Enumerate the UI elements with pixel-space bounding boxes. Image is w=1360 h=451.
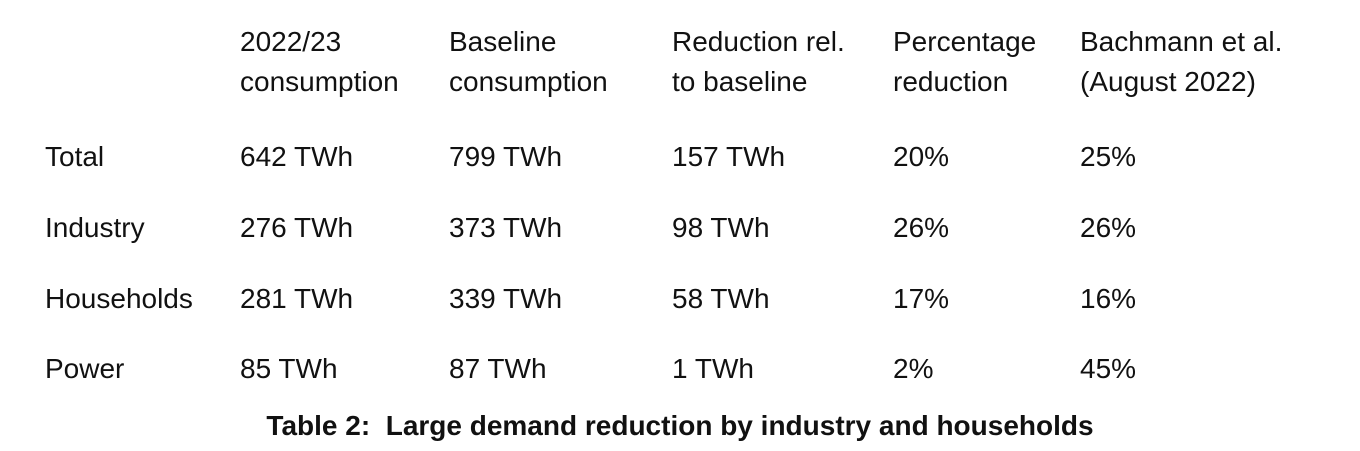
table-cell: 98 TWh [672, 212, 770, 243]
table-cell: 339 TWh [449, 283, 563, 314]
column-header: consumption [449, 66, 608, 97]
row-label: Power [45, 353, 125, 384]
table-cell: 2% [893, 353, 934, 384]
table-cell: 157 TWh [672, 141, 786, 172]
row-label: Industry [45, 212, 145, 243]
table-cell: 45% [1080, 353, 1137, 384]
row-label: Households [45, 283, 193, 314]
column-header: to baseline [672, 66, 808, 97]
column-header: Baseline [449, 26, 557, 57]
column-header: Bachmann et al. [1080, 26, 1283, 57]
table-cell: 85 TWh [240, 353, 338, 384]
table-cell: 20% [893, 141, 950, 172]
column-header: Reduction rel. [672, 26, 845, 57]
table-cell: 799 TWh [449, 141, 563, 172]
table-cell: 17% [893, 283, 950, 314]
row-label: Total [45, 141, 105, 172]
table-cell: 16% [1080, 283, 1137, 314]
column-header: (August 2022) [1080, 66, 1256, 97]
table-caption: Table 2: Large demand reduction by indus… [266, 410, 1094, 441]
table-cell: 58 TWh [672, 283, 770, 314]
table-cell: 1 TWh [672, 353, 754, 384]
table-cell: 276 TWh [240, 212, 354, 243]
table-cell: 26% [1080, 212, 1137, 243]
column-header: 2022/23 [240, 26, 342, 57]
table-cell: 281 TWh [240, 283, 354, 314]
column-header: reduction [893, 66, 1009, 97]
column-header: Percentage [893, 26, 1037, 57]
table-cell: 373 TWh [449, 212, 563, 243]
table-cell: 25% [1080, 141, 1137, 172]
table-cell: 26% [893, 212, 950, 243]
column-header: consumption [240, 66, 399, 97]
table-cell: 87 TWh [449, 353, 547, 384]
table-cell: 642 TWh [240, 141, 354, 172]
